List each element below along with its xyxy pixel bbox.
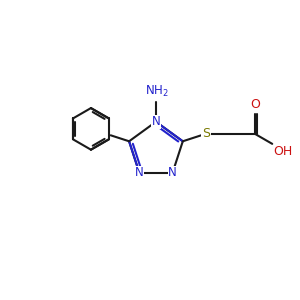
Text: O: O: [250, 98, 260, 112]
Text: NH$_2$: NH$_2$: [145, 84, 168, 99]
Text: OH: OH: [274, 145, 293, 158]
Text: N: N: [152, 115, 160, 128]
Text: N: N: [168, 166, 177, 179]
Text: N: N: [135, 166, 144, 179]
Text: S: S: [202, 127, 210, 140]
